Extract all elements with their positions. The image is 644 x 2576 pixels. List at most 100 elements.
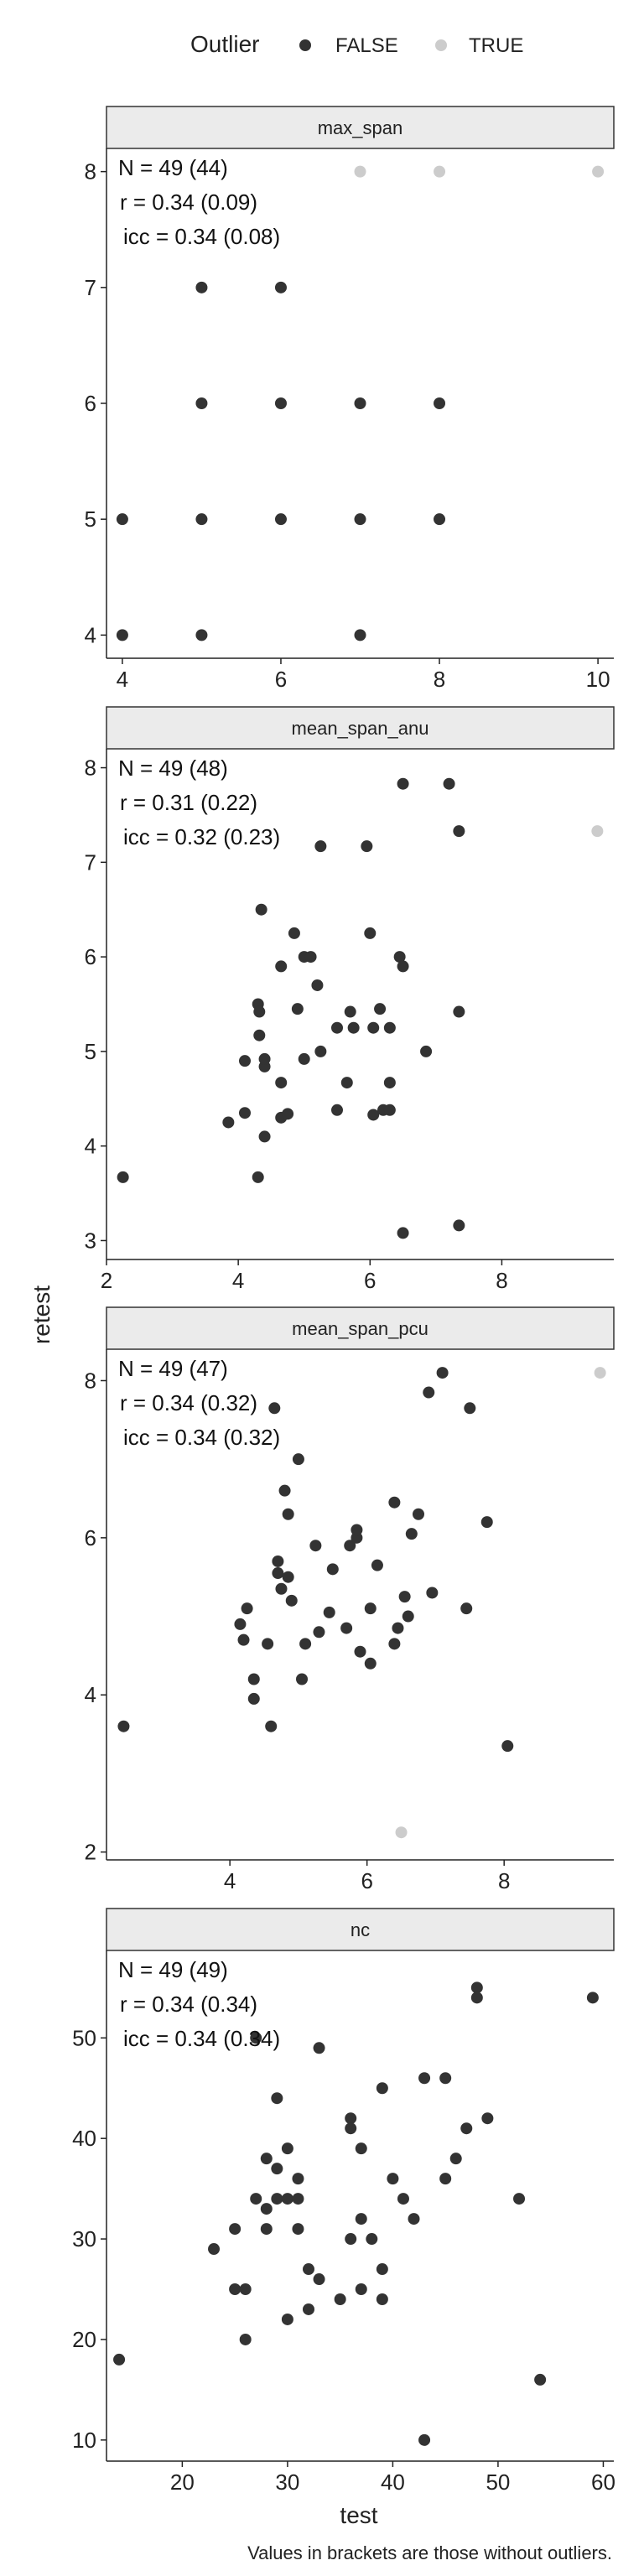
legend-key-false — [299, 39, 311, 51]
data-point-regular — [291, 1003, 304, 1015]
data-point-regular — [453, 1219, 465, 1232]
panel-max_span: max_span 4 6 8 10 4 5 6 7 8 N = 49 (44) r = 0.34 (0… — [85, 106, 615, 692]
legend-label-false: FALSE — [335, 34, 398, 57]
y-tick-label: 8 — [85, 159, 96, 184]
x-tick-label: 8 — [434, 667, 445, 692]
data-point-regular — [376, 2293, 388, 2305]
data-point-regular — [464, 1402, 476, 1415]
data-point-regular — [436, 1367, 449, 1379]
data-point-regular — [281, 2313, 293, 2325]
y-tick-label: 4 — [85, 622, 96, 647]
stat-annotation: N = 49 (47) — [118, 1356, 228, 1381]
data-point-regular — [241, 1602, 253, 1615]
data-point-regular — [195, 397, 208, 409]
y-tick-label: 2 — [85, 1840, 96, 1865]
data-point-regular — [344, 1540, 356, 1552]
stat-annotation: N = 49 (48) — [118, 756, 228, 781]
x-tick-label: 4 — [117, 667, 128, 692]
data-point-regular — [222, 1116, 235, 1129]
stat-annotation: icc = 0.34 (0.34) — [123, 2026, 280, 2051]
data-point-regular — [354, 629, 366, 641]
data-point-regular — [113, 2353, 126, 2366]
data-point-regular — [334, 2293, 346, 2305]
data-point-regular — [367, 1109, 380, 1121]
data-point-regular — [376, 2263, 388, 2276]
data-point-regular — [258, 1052, 271, 1065]
data-point-regular — [418, 2433, 431, 2446]
data-point-outlier — [354, 165, 366, 178]
data-point-regular — [262, 1638, 274, 1650]
panel-mean_span_pcu: mean_span_pcu 4 6 8 2 4 6 8 N = 49 (47) r = 0.34 … — [85, 1306, 615, 1893]
data-point-regular — [351, 1524, 363, 1536]
data-point-regular — [323, 1606, 335, 1618]
panel-nc: nc 20 30 40 50 60 10 20 30 40 50 N = 49 (49) r = 0.3… — [72, 1908, 615, 2495]
stat-annotation: icc = 0.32 (0.23) — [123, 824, 280, 849]
data-point-regular — [117, 1720, 130, 1732]
data-point-regular — [116, 513, 128, 526]
data-point-regular — [292, 2223, 304, 2236]
data-point-regular — [260, 2153, 273, 2165]
data-point-regular — [278, 1484, 291, 1497]
x-tick-label: 30 — [275, 2470, 299, 2495]
data-point-regular — [383, 1021, 396, 1034]
data-point-regular — [402, 1610, 414, 1623]
y-tick-label: 7 — [85, 849, 96, 875]
y-tick-label: 6 — [85, 391, 96, 416]
data-point-regular — [271, 2163, 283, 2175]
data-point-regular — [354, 1645, 366, 1658]
facet-panels: max_span 4 6 8 10 4 5 6 7 8 N = 49 (44) r = 0.34 (0… — [72, 106, 615, 2495]
data-point-regular — [239, 2333, 252, 2345]
data-point-regular — [398, 1591, 411, 1603]
data-point-regular — [313, 2273, 325, 2286]
y-tick-label: 10 — [72, 2428, 96, 2453]
data-point-regular — [302, 2263, 314, 2276]
data-point-regular — [355, 2142, 367, 2155]
data-point-regular — [387, 2173, 399, 2185]
data-point-regular — [453, 1005, 465, 1018]
data-point-regular — [296, 1673, 309, 1685]
y-tick-label: 4 — [85, 1682, 96, 1707]
data-point-regular — [331, 1021, 343, 1034]
data-point-regular — [252, 1171, 264, 1183]
data-point-regular — [470, 1981, 483, 1994]
panel-mean_span_anu: mean_span_anu 2 4 6 8 3 4 5 6 7 8 N = 49 (48) r = 0.… — [85, 706, 615, 1293]
data-point-regular — [434, 513, 446, 526]
data-point-regular — [374, 1003, 387, 1015]
data-point-regular — [364, 1602, 377, 1615]
data-point-regular — [434, 397, 446, 409]
data-point-regular — [470, 1992, 483, 2004]
data-point-regular — [195, 281, 208, 293]
data-point-regular — [314, 1045, 327, 1057]
data-point-regular — [292, 1453, 304, 1466]
y-tick-label: 8 — [85, 1368, 96, 1393]
data-point-regular — [260, 2223, 273, 2236]
data-point-regular — [397, 1227, 409, 1239]
data-point-regular — [258, 1130, 271, 1143]
data-point-regular — [367, 1021, 380, 1034]
data-point-regular — [208, 2243, 221, 2256]
data-point-regular — [195, 513, 208, 526]
x-tick-label: 60 — [591, 2470, 615, 2495]
data-point-regular — [229, 2223, 242, 2236]
data-point-regular — [397, 2193, 409, 2205]
data-point-regular — [250, 2032, 262, 2044]
data-point-regular — [271, 2092, 283, 2105]
y-tick-label: 5 — [85, 506, 96, 532]
y-tick-label: 50 — [72, 2025, 96, 2050]
data-point-regular — [265, 1720, 278, 1732]
stat-annotation: r = 0.34 (0.34) — [120, 1992, 257, 2017]
data-point-regular — [383, 1077, 396, 1089]
data-point-regular — [314, 840, 327, 853]
data-point-outlier — [434, 165, 446, 178]
data-point-regular — [285, 1594, 298, 1607]
data-point-regular — [376, 2082, 388, 2095]
data-point-regular — [397, 960, 409, 973]
data-point-regular — [239, 1107, 251, 1119]
y-tick-label: 40 — [72, 2126, 96, 2151]
y-tick-label: 30 — [72, 2226, 96, 2251]
stat-annotation: r = 0.31 (0.22) — [120, 790, 257, 815]
data-point-regular — [281, 2142, 293, 2155]
data-point-regular — [534, 2373, 547, 2386]
data-point-regular — [586, 1992, 599, 2004]
data-point-regular — [371, 1559, 383, 1571]
